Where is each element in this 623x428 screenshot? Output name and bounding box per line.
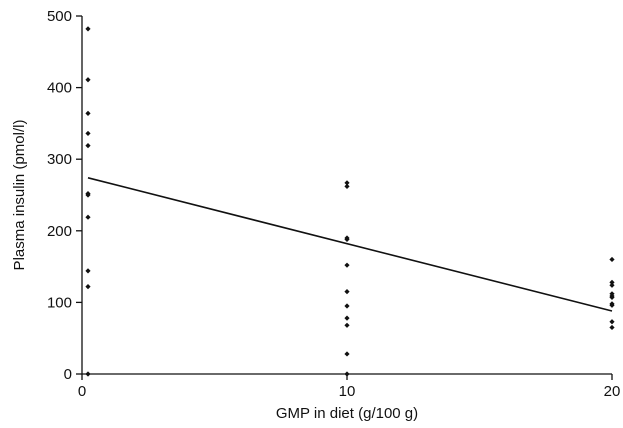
data-point xyxy=(85,284,91,290)
data-point xyxy=(344,371,350,377)
data-point xyxy=(609,302,615,308)
data-point xyxy=(609,279,615,285)
data-point xyxy=(85,214,91,220)
data-point xyxy=(85,371,91,377)
x-tick-label: 0 xyxy=(78,383,86,400)
x-tick-label: 10 xyxy=(339,383,356,400)
data-point xyxy=(344,183,350,190)
data-point xyxy=(344,289,350,295)
data-point xyxy=(85,77,91,83)
data-point xyxy=(85,110,91,116)
axis-ticks: 0 100 200 300 400 500 0 10 20 xyxy=(47,8,620,400)
data-point xyxy=(609,282,615,288)
data-point xyxy=(609,319,615,325)
data-point xyxy=(609,256,615,263)
y-tick-label: 400 xyxy=(47,80,72,97)
trend-line-group xyxy=(87,177,613,312)
y-tick-label: 200 xyxy=(47,223,72,240)
data-point xyxy=(85,268,91,274)
data-point xyxy=(85,192,91,198)
data-point xyxy=(344,262,350,268)
data-point xyxy=(344,303,350,309)
x-axis-title: GMP in diet (g/100 g) xyxy=(276,405,418,422)
y-tick-label: 300 xyxy=(47,151,72,168)
y-tick-label: 100 xyxy=(47,294,72,311)
data-points xyxy=(85,26,615,377)
y-axis-title: Plasma insulin (pmol/l) xyxy=(11,120,28,271)
data-point xyxy=(344,315,350,321)
data-point xyxy=(344,236,350,242)
regression-line xyxy=(87,177,613,312)
data-point xyxy=(85,130,91,137)
data-point xyxy=(344,180,350,186)
y-tick-label: 500 xyxy=(47,8,72,25)
data-point xyxy=(85,26,91,32)
data-point xyxy=(85,142,91,149)
data-point xyxy=(344,351,350,357)
x-tick-label: 20 xyxy=(604,383,621,400)
data-point xyxy=(344,322,350,328)
y-tick-label: 0 xyxy=(64,366,72,383)
data-point xyxy=(609,294,615,300)
data-point xyxy=(609,324,615,331)
